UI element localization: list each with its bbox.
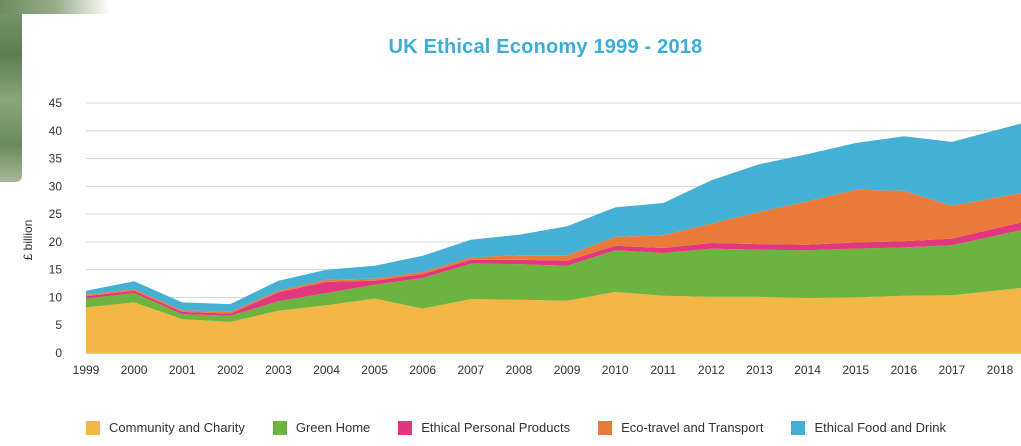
y-tick-label: 0 (55, 346, 62, 360)
y-tick-label: 45 (49, 96, 63, 110)
legend-item: Eco-travel and Transport (598, 420, 763, 435)
x-tick-label: 2013 (746, 363, 773, 377)
x-tick-label: 2006 (409, 363, 436, 377)
y-tick-label: 5 (55, 318, 62, 332)
legend-swatch (598, 420, 613, 435)
x-tick-label: 2015 (842, 363, 869, 377)
legend: Community and Charity Green Home Ethical P… (86, 420, 1021, 435)
series-area-eco-travel-and-transport (86, 189, 1021, 314)
series-area-green-home (86, 230, 1021, 322)
legend-label: Green Home (295, 420, 371, 435)
x-tick-label: 2017 (939, 363, 966, 377)
legend-label: Eco-travel and Transport (621, 420, 764, 435)
y-tick-label: 35 (49, 152, 63, 166)
x-tick-label: 2007 (457, 363, 484, 377)
x-tick-label: 2009 (554, 363, 581, 377)
legend-label: Ethical Personal Products (421, 420, 571, 435)
x-tick-label: 2004 (313, 363, 340, 377)
x-tick-labels: 1999 2000 2001 2002 2003 2004 2005 2006 2007 2008… (73, 363, 1014, 377)
x-tick-label: 2016 (890, 363, 917, 377)
x-tick-label: 2001 (169, 363, 196, 377)
x-tick-label: 1999 (73, 363, 100, 377)
legend-item: Green Home (272, 420, 371, 435)
legend-label: Community and Charity (109, 420, 245, 435)
legend-swatch (86, 420, 100, 435)
x-tick-label: 2000 (121, 363, 148, 377)
y-tick-label: 20 (49, 235, 63, 249)
x-tick-label: 2008 (506, 363, 533, 377)
y-tick-label: 25 (49, 207, 63, 221)
legend-item: Community and Charity (86, 420, 245, 435)
legend-item: Ethical Food and Drink (791, 420, 946, 435)
x-tick-label: 2002 (217, 363, 244, 377)
y-tick-label: 10 (49, 290, 63, 304)
y-tick-label: 40 (49, 124, 63, 138)
corner-photo-background (0, 0, 110, 182)
legend-item: Ethical Personal Products (398, 420, 570, 435)
chart-title: UK Ethical Economy 1999 - 2018 (388, 36, 703, 58)
series-area-ethical-personal-products (86, 222, 1021, 316)
x-tick-label: 2018 (987, 363, 1014, 377)
legend-swatch (272, 420, 287, 435)
x-tick-label: 2011 (650, 363, 676, 377)
legend-label: Ethical Food and Drink (814, 420, 946, 435)
legend-swatch (398, 420, 413, 435)
x-tick-label: 2012 (698, 363, 725, 377)
x-tick-label: 2003 (265, 363, 292, 377)
legend-swatch (791, 420, 806, 435)
series-area-community-and-charity (86, 288, 1021, 353)
series-areas (86, 123, 1021, 353)
y-tick-labels: 0 5 10 15 20 25 30 35 40 45 (49, 96, 63, 360)
y-tick-label: 30 (49, 179, 63, 193)
x-tick-label: 2014 (794, 363, 821, 377)
x-tick-label: 2005 (361, 363, 388, 377)
y-tick-label: 15 (49, 263, 63, 277)
series-area-ethical-food-and-drink (86, 123, 1021, 312)
x-tick-label: 2010 (602, 363, 629, 377)
